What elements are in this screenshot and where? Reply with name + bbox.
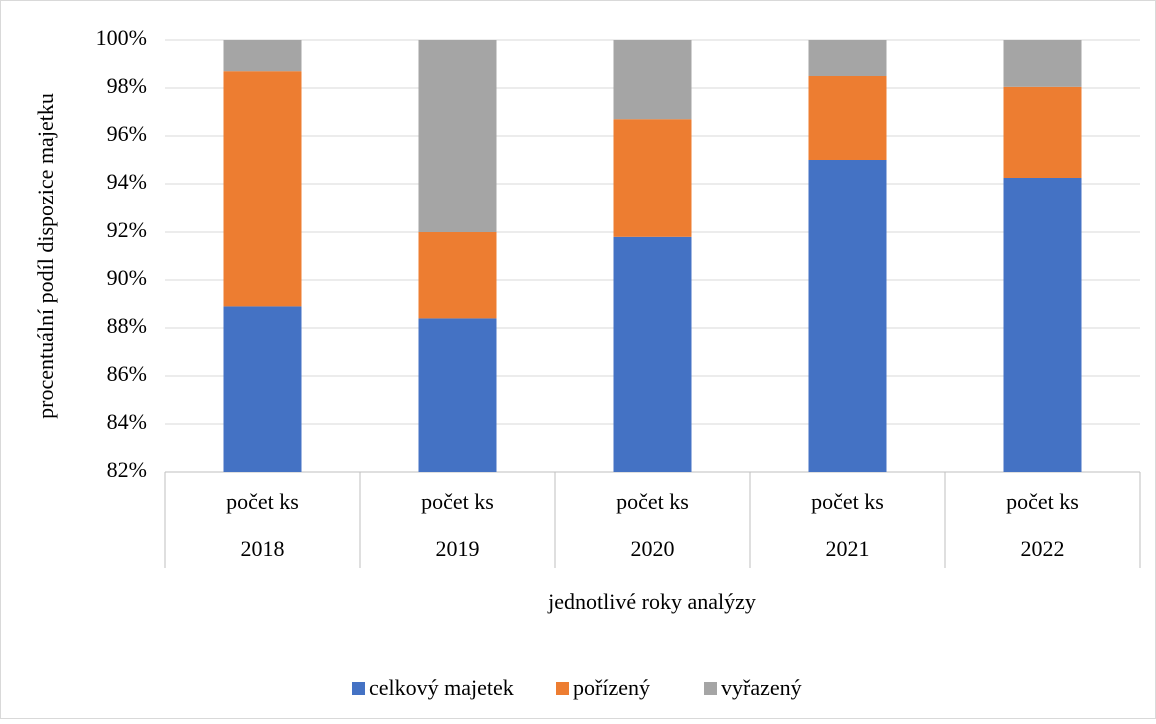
legend-swatch — [556, 682, 569, 695]
y-tick-label: 94% — [107, 169, 147, 194]
y-tick-label: 92% — [107, 217, 147, 242]
legend-label: pořízený — [573, 675, 650, 700]
legend-label: celkový majetek — [369, 675, 514, 700]
y-tick-label: 86% — [107, 361, 147, 386]
bar-segment — [223, 306, 302, 472]
bar-segment — [613, 40, 692, 120]
bar-segment — [418, 40, 497, 232]
bar-segment — [1003, 86, 1082, 178]
bar-segment — [223, 40, 302, 72]
x-axis-title: jednotlivé roky analýzy — [547, 589, 756, 614]
bar-segment — [808, 160, 887, 472]
x-tick-label: 2018 — [241, 536, 285, 561]
bar-segment — [418, 318, 497, 472]
legend-swatch — [704, 682, 717, 695]
x-tick-label: 2022 — [1021, 536, 1065, 561]
legend-swatch — [352, 682, 365, 695]
y-tick-label: 96% — [107, 121, 147, 146]
x-subcategory-label: počet ks — [421, 489, 494, 514]
x-tick-label: 2019 — [436, 536, 480, 561]
bar-segment — [613, 236, 692, 472]
bar-segment — [1003, 178, 1082, 472]
x-subcategory-label: počet ks — [811, 489, 884, 514]
bar-segment — [223, 71, 302, 307]
x-subcategory-label: počet ks — [1006, 489, 1079, 514]
y-axis-title: procentuální podíl dispozice majetku — [33, 93, 58, 419]
y-tick-label: 100% — [96, 25, 147, 50]
bar-segment — [808, 40, 887, 76]
x-tick-label: 2021 — [826, 536, 870, 561]
x-subcategory-label: počet ks — [616, 489, 689, 514]
y-tick-label: 84% — [107, 409, 147, 434]
x-subcategory-label: počet ks — [226, 489, 299, 514]
bar-segment — [808, 76, 887, 160]
x-tick-label: 2020 — [631, 536, 675, 561]
y-tick-label: 90% — [107, 265, 147, 290]
y-tick-label: 82% — [107, 457, 147, 482]
y-tick-label: 98% — [107, 73, 147, 98]
bar-segment — [418, 232, 497, 319]
legend-label: vyřazený — [721, 675, 802, 700]
bar-segment — [613, 119, 692, 237]
bar-segment — [1003, 40, 1082, 87]
y-tick-label: 88% — [107, 313, 147, 338]
